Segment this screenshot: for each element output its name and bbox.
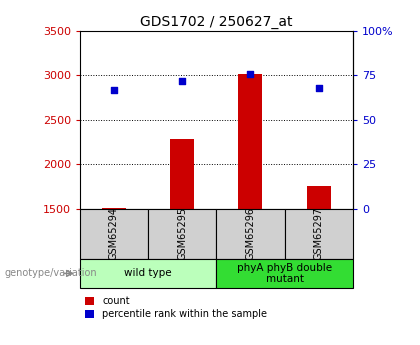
Bar — [216, 259, 353, 288]
Bar — [80, 259, 216, 288]
Bar — [216, 209, 285, 259]
Text: GSM65295: GSM65295 — [177, 207, 187, 260]
Text: GSM65297: GSM65297 — [314, 207, 324, 260]
Bar — [239, 74, 262, 209]
Text: GSM65294: GSM65294 — [109, 207, 119, 260]
Bar — [148, 209, 216, 259]
Point — [110, 87, 117, 92]
Text: genotype/variation: genotype/variation — [4, 268, 97, 278]
Bar — [80, 209, 148, 259]
Text: phyA phyB double
mutant: phyA phyB double mutant — [237, 263, 332, 284]
Bar — [307, 186, 331, 209]
Text: GSM65296: GSM65296 — [245, 207, 255, 260]
Title: GDS1702 / 250627_at: GDS1702 / 250627_at — [140, 14, 293, 29]
Bar — [285, 209, 353, 259]
Point — [179, 78, 186, 83]
Point — [315, 85, 322, 91]
Bar — [170, 139, 194, 209]
Bar — [102, 208, 126, 209]
Text: wild type: wild type — [124, 268, 172, 278]
Point — [247, 71, 254, 77]
Legend: count, percentile rank within the sample: count, percentile rank within the sample — [85, 296, 267, 319]
